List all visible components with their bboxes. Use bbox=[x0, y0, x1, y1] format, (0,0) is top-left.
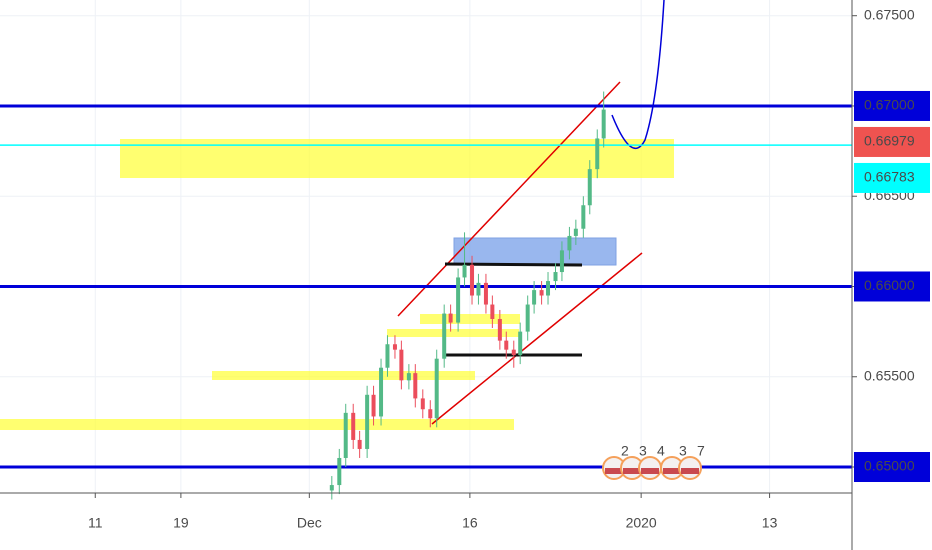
candle-body bbox=[456, 277, 461, 323]
candle-body bbox=[371, 394, 376, 417]
price-label-box bbox=[854, 126, 930, 157]
candle-body bbox=[428, 409, 433, 419]
candle-body bbox=[392, 344, 397, 350]
candle-body bbox=[581, 205, 586, 229]
x-tick-label: 2020 bbox=[626, 515, 657, 531]
candle-body bbox=[511, 349, 516, 356]
candle-body bbox=[525, 304, 530, 332]
forecast-curve bbox=[611, 0, 665, 150]
event-flag bbox=[605, 468, 623, 474]
x-tick-label: 13 bbox=[762, 515, 778, 531]
candle-body bbox=[595, 138, 600, 170]
candle-body bbox=[470, 264, 475, 296]
x-tick-label: 19 bbox=[173, 515, 189, 531]
candle-body bbox=[462, 264, 467, 278]
event-count: 3 bbox=[679, 443, 687, 459]
black-line bbox=[444, 262, 583, 267]
zone bbox=[0, 419, 514, 430]
candle-body bbox=[420, 398, 425, 410]
event-flag bbox=[623, 468, 641, 474]
event-flag bbox=[641, 468, 659, 474]
candle-body bbox=[442, 313, 447, 359]
zone bbox=[420, 314, 520, 324]
candle-body bbox=[497, 318, 502, 341]
candle-body bbox=[532, 290, 537, 305]
candle-body bbox=[329, 485, 334, 491]
candle-body bbox=[448, 313, 453, 323]
candle-body bbox=[518, 331, 523, 356]
candle-body bbox=[546, 281, 551, 296]
event-count: 2 bbox=[621, 443, 629, 459]
channel-line bbox=[397, 81, 621, 317]
price-label: 0.66000 bbox=[864, 277, 915, 293]
zone bbox=[212, 371, 475, 380]
price-label: 0.66783 bbox=[864, 169, 915, 185]
candle-body bbox=[601, 109, 606, 139]
event-flag bbox=[681, 468, 699, 474]
candle-body bbox=[504, 340, 509, 350]
candle-body bbox=[357, 439, 362, 449]
candle-body bbox=[476, 282, 481, 296]
candle-body bbox=[539, 290, 544, 296]
candle-body bbox=[343, 412, 348, 458]
candle-body bbox=[490, 304, 495, 319]
x-tick-label: 11 bbox=[88, 515, 103, 531]
x-tick-label: Dec bbox=[297, 515, 322, 531]
candle-body bbox=[567, 235, 572, 251]
candle-body bbox=[413, 373, 418, 399]
candles bbox=[329, 91, 606, 500]
y-tick-label: 0.67500 bbox=[864, 6, 915, 22]
candle-body bbox=[559, 250, 564, 273]
axes: 0.650000.655000.660000.665000.670000.675… bbox=[88, 6, 930, 531]
price-label: 0.66979 bbox=[864, 133, 915, 149]
candle-body bbox=[406, 373, 411, 381]
candle-body bbox=[587, 169, 592, 206]
candle-body bbox=[553, 272, 558, 282]
price-label: 0.67000 bbox=[864, 97, 915, 113]
candle-body bbox=[385, 344, 390, 368]
candle-body bbox=[434, 358, 439, 419]
candle-body bbox=[483, 282, 488, 305]
candle-body bbox=[365, 394, 370, 449]
levels bbox=[0, 104, 852, 469]
zone bbox=[387, 329, 519, 337]
candle-body bbox=[573, 228, 578, 236]
event-count: 4 bbox=[657, 443, 665, 459]
event-count: 3 bbox=[639, 443, 647, 459]
event-flag bbox=[663, 468, 681, 474]
price-label-box bbox=[854, 271, 930, 302]
event-count: 7 bbox=[697, 443, 705, 459]
candle-body bbox=[351, 412, 356, 440]
price-label-box bbox=[854, 162, 930, 193]
candle-body bbox=[379, 367, 384, 417]
channel-line bbox=[431, 252, 643, 425]
candle-body bbox=[337, 457, 342, 486]
x-tick-label: 16 bbox=[462, 515, 478, 531]
y-tick-label: 0.65500 bbox=[864, 367, 915, 383]
price-label-box bbox=[854, 452, 930, 483]
price-label: 0.65000 bbox=[864, 458, 915, 474]
candle-body bbox=[399, 349, 404, 381]
price-label-box bbox=[854, 90, 930, 121]
box bbox=[453, 237, 617, 266]
